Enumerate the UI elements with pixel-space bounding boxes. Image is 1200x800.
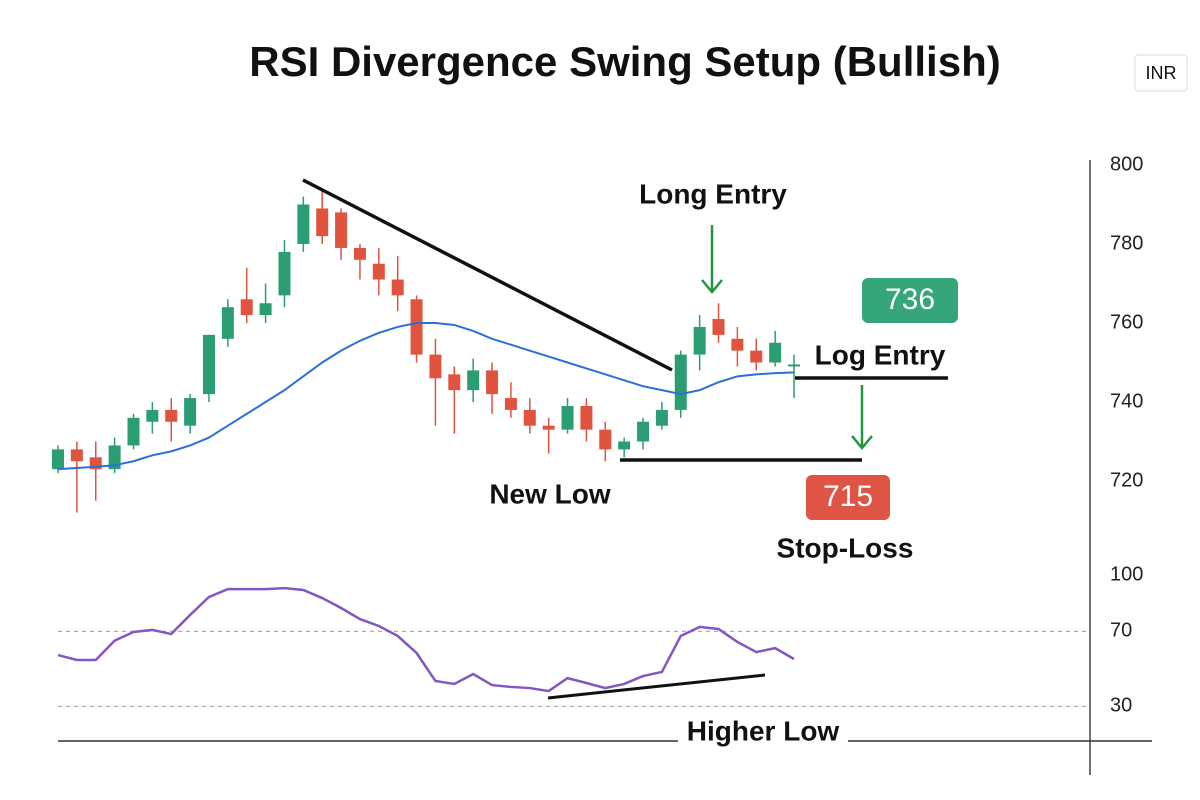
stop-price: 715 [823,480,873,513]
candle-body [127,417,140,446]
stop-arrow-head [851,435,873,450]
new-low-label: New Low [489,478,611,509]
candle-body [240,299,253,316]
candle-body [70,449,83,462]
candle-body [297,204,310,244]
candle-body [202,334,215,395]
y-tick-label: 720 [1110,469,1143,491]
candle-body [788,364,800,367]
candle-body [448,374,461,391]
y-tick-label: 30 [1110,695,1132,717]
label-bg [678,722,848,762]
y-tick-label: 760 [1110,311,1143,333]
log-entry-label: Log Entry [815,339,946,370]
candle-body [637,421,650,442]
y-tick-label: 740 [1110,390,1143,412]
candle-body [731,338,744,351]
candle-body [184,398,197,426]
candle-body [335,212,348,248]
candle-body [391,279,404,296]
y-tick-label: 70 [1110,620,1132,642]
candle-body [693,326,706,355]
stop-loss-label: Stop-Loss [777,532,914,563]
currency-label: INR [1146,63,1177,83]
marks: 800 780 760 740 720 100 70 30 [52,153,1143,717]
candle-body [618,441,631,450]
candle-body [259,303,272,316]
entry-arrow-head [701,279,723,294]
long-entry-label: Long Entry [639,178,787,209]
candle-body [750,350,763,363]
candle-body [165,409,178,422]
rsi-trendline [547,673,766,700]
candle-body [523,409,536,426]
price-trendline [302,178,673,372]
higher-low-label: Higher Low [687,715,840,746]
moving-average [57,322,795,471]
candle-body [146,409,159,422]
candle-body [542,425,555,430]
y-tick-label: 800 [1110,153,1143,175]
stop-badge [806,475,890,520]
candle-body [278,251,291,296]
candle-body [52,449,64,470]
candle-body [561,405,574,430]
y-tick-label: 780 [1110,232,1143,254]
rsi-line [57,586,795,693]
candle-body [712,319,725,335]
entry-badge [862,278,958,323]
candle-body [89,457,102,470]
arrows [701,225,873,450]
candle-body [655,409,668,426]
candle-body [674,354,687,410]
candle-body [769,342,782,363]
chart-title: RSI Divergence Swing Setup (Bullish) [249,38,1000,85]
candle-body [580,405,593,430]
candle-body [108,445,121,470]
candle-body [410,299,423,355]
candle-body [486,370,499,395]
candle-body [504,398,517,410]
candle-body [467,370,480,391]
currency-box [1134,54,1188,92]
candle-body [429,354,442,379]
candle-body [372,263,385,280]
y-tick-label: 100 [1110,563,1143,585]
entry-price: 736 [885,283,935,316]
candle-body [221,307,234,339]
candle-body [353,247,366,260]
candle-body [316,208,329,237]
candle-body [599,429,612,450]
